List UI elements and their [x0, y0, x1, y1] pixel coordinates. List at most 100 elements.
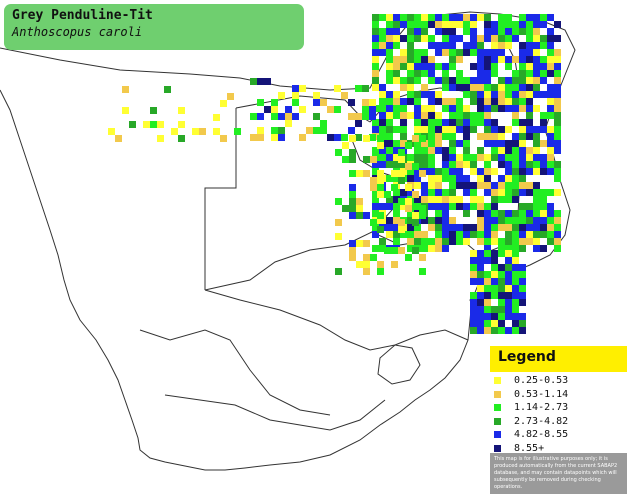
grid-cell — [379, 217, 386, 224]
grid-cell — [405, 142, 412, 149]
grid-cell — [533, 91, 540, 98]
grid-cell — [533, 189, 540, 196]
grid-cell — [547, 105, 554, 112]
grid-cell — [435, 112, 442, 119]
grid-cell — [484, 278, 491, 285]
grid-cell — [512, 119, 519, 126]
grid-cell — [512, 320, 519, 327]
grid-cell — [498, 238, 505, 245]
legend-swatch — [494, 390, 501, 398]
grid-cell — [463, 182, 470, 189]
grid-cell — [547, 56, 554, 63]
grid-cell — [377, 226, 384, 233]
grid-cell — [386, 14, 393, 21]
grid-cell — [407, 35, 414, 42]
species-title-panel: Grey Penduline-Tit Anthoscopus caroli — [4, 4, 304, 50]
grid-cell — [398, 156, 405, 163]
grid-cell — [369, 106, 376, 113]
grid-cell — [349, 205, 356, 212]
grid-cell — [393, 35, 400, 42]
grid-cell — [386, 105, 393, 112]
grid-cell — [372, 161, 379, 168]
grid-cell — [519, 133, 526, 140]
grid-cell — [554, 91, 561, 98]
grid-cell — [419, 268, 426, 275]
grid-cell — [421, 28, 428, 35]
grid-cell — [540, 196, 547, 203]
grid-cell — [407, 245, 414, 252]
grid-cell — [526, 161, 533, 168]
grid-cell — [379, 126, 386, 133]
grid-cell — [313, 127, 320, 134]
grid-cell — [449, 126, 456, 133]
grid-cell — [512, 140, 519, 147]
grid-cell — [547, 84, 554, 91]
grid-cell — [449, 119, 456, 126]
grid-cell — [484, 203, 491, 210]
grid-cell — [421, 91, 428, 98]
grid-cell — [442, 14, 449, 21]
grid-cell — [377, 191, 384, 198]
grid-cell — [512, 250, 519, 257]
grid-cell — [285, 120, 292, 127]
grid-cell — [449, 56, 456, 63]
grid-cell — [398, 170, 405, 177]
grid-cell — [379, 28, 386, 35]
grid-cell — [498, 306, 505, 313]
grid-cell — [379, 35, 386, 42]
grid-cell — [313, 99, 320, 106]
grid-cell — [449, 140, 456, 147]
grid-cell — [498, 299, 505, 306]
grid-cell — [463, 28, 470, 35]
grid-cell — [369, 99, 376, 106]
grid-cell — [442, 217, 449, 224]
grid-cell — [512, 224, 519, 231]
grid-cell — [414, 147, 421, 154]
grid-cell — [372, 84, 379, 91]
grid-cell — [470, 21, 477, 28]
grid-cell — [421, 238, 428, 245]
grid-cell — [491, 70, 498, 77]
grid-cell — [512, 21, 519, 28]
grid-cell — [456, 98, 463, 105]
grid-cell — [379, 105, 386, 112]
grid-cell — [491, 35, 498, 42]
grid-cell — [526, 133, 533, 140]
grid-cell — [470, 271, 477, 278]
grid-cell — [477, 42, 484, 49]
grid-cell — [463, 140, 470, 147]
grid-cell — [484, 70, 491, 77]
grid-cell — [498, 313, 505, 320]
grid-cell — [519, 14, 526, 21]
grid-cell — [540, 203, 547, 210]
grid-cell — [491, 196, 498, 203]
grid-cell — [512, 147, 519, 154]
grid-cell — [540, 154, 547, 161]
grid-cell — [498, 133, 505, 140]
grid-cell — [498, 327, 505, 334]
grid-cell — [391, 247, 398, 254]
grid-cell — [400, 126, 407, 133]
grid-cell — [435, 28, 442, 35]
grid-cell — [379, 49, 386, 56]
grid-cell — [498, 264, 505, 271]
grid-cell — [449, 42, 456, 49]
grid-cell — [386, 91, 393, 98]
grid-cell — [477, 168, 484, 175]
grid-cell — [299, 134, 306, 141]
grid-cell — [547, 49, 554, 56]
grid-cell — [477, 112, 484, 119]
border-za-south — [164, 394, 386, 431]
grid-cell — [554, 112, 561, 119]
grid-cell — [428, 112, 435, 119]
grid-cell — [491, 320, 498, 327]
grid-cell — [477, 238, 484, 245]
grid-cell — [477, 175, 484, 182]
grid-cell — [405, 198, 412, 205]
grid-cell — [484, 327, 491, 334]
grid-cell — [463, 133, 470, 140]
atlas-grid-cells — [108, 14, 561, 334]
grid-cell — [414, 154, 421, 161]
grid-cell — [407, 70, 414, 77]
grid-cell — [407, 112, 414, 119]
